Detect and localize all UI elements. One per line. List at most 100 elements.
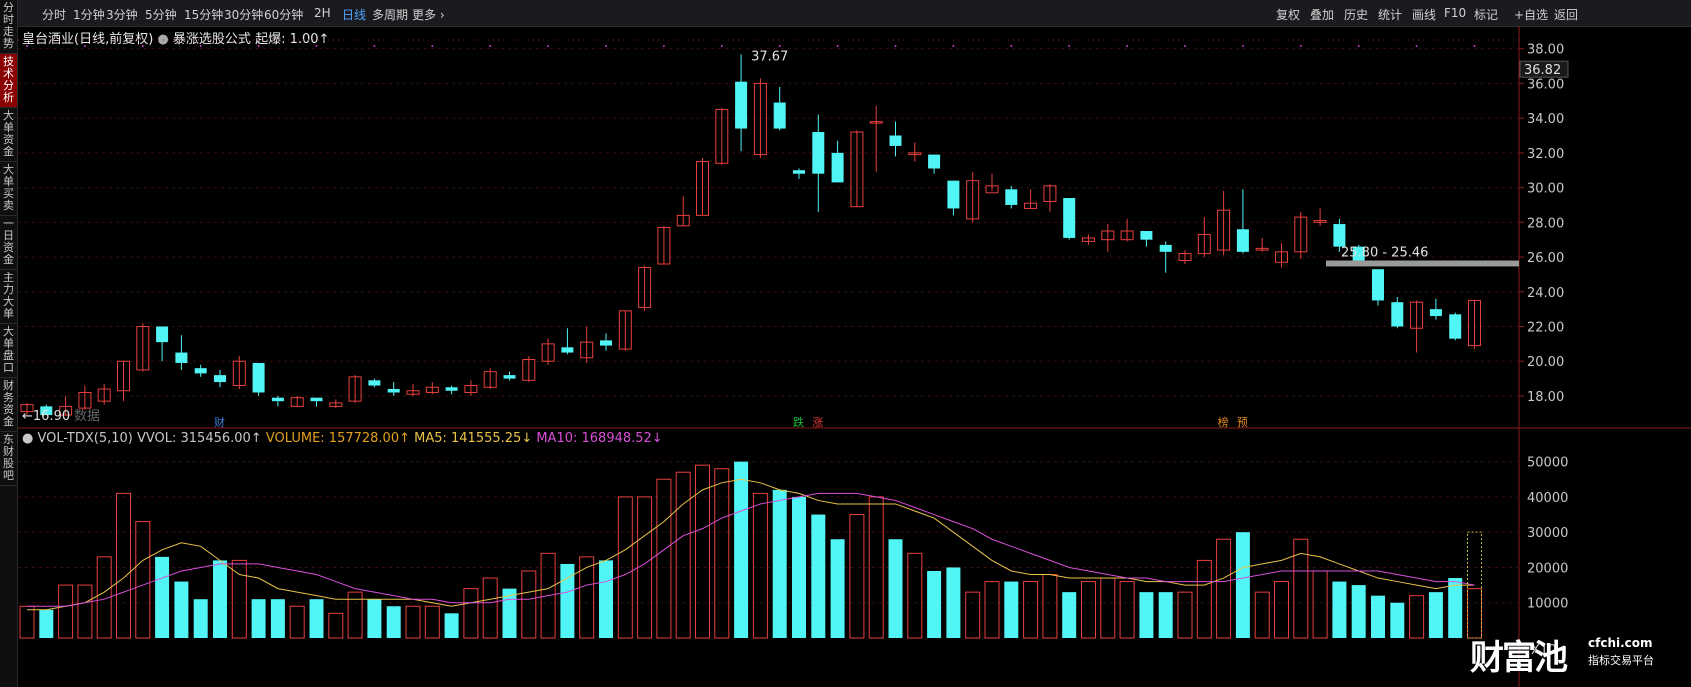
- volume-bar-up: [617, 496, 633, 639]
- period-2[interactable]: 3分钟: [106, 8, 138, 22]
- period-5[interactable]: 30分钟: [224, 8, 264, 22]
- signal-dot: [1010, 45, 1013, 47]
- tool-2[interactable]: 历史: [1344, 8, 1369, 22]
- candle-body-down: [1449, 314, 1462, 339]
- candle-body-down: [793, 170, 805, 174]
- candle-body-down: [812, 132, 825, 174]
- tool-8[interactable]: 返回: [1554, 8, 1579, 22]
- formula-name[interactable]: 暴涨选股公式: [172, 32, 251, 47]
- tool-3[interactable]: 统计: [1378, 8, 1403, 22]
- candle-body-down: [773, 102, 786, 129]
- side-tab-7[interactable]: 财务资金: [0, 378, 17, 432]
- side-tab-5[interactable]: 主力大单: [0, 270, 17, 324]
- side-tab-6[interactable]: 大单盘口: [0, 324, 17, 378]
- tool-7[interactable]: +自选: [1514, 8, 1549, 22]
- side-tab-4[interactable]: 一日资金: [0, 216, 17, 270]
- period-6[interactable]: 60分钟: [264, 8, 304, 22]
- candle-body-up: [20, 404, 34, 413]
- kline-chart[interactable]: 38.00 36.00 34.00 32.00 30.00 28.00 26.00 24.00…: [18, 26, 1691, 687]
- period-7[interactable]: 2H: [314, 6, 331, 20]
- period-8[interactable]: 日线: [342, 8, 367, 22]
- signal-dot: [1126, 45, 1129, 47]
- volume-bar-down: [1235, 532, 1250, 638]
- tool-1[interactable]: 叠加: [1310, 8, 1335, 22]
- candle-body-up: [657, 227, 671, 265]
- side-tab-1[interactable]: 技术分析: [0, 54, 17, 108]
- candle-body-up: [232, 360, 246, 387]
- volume-bar-up: [656, 478, 672, 639]
- event-marker: 财: [214, 415, 225, 429]
- volume-bar-down: [386, 606, 401, 638]
- candle-body-up: [1043, 185, 1057, 202]
- ma10-line: [27, 492, 1475, 607]
- signal-dot: [1299, 45, 1302, 47]
- price-tick-label: 28.00: [1527, 216, 1564, 231]
- volume-bar-down: [193, 599, 208, 638]
- signal-dot: [315, 45, 318, 47]
- watermark: 财富池 cfchi.com 指标交易平台: [1470, 630, 1670, 680]
- side-tab-2[interactable]: 大单资金: [0, 108, 17, 162]
- tool-4[interactable]: 画线: [1412, 8, 1437, 22]
- volume-bar-up: [1467, 588, 1482, 639]
- volume-legend-item-0: ● VOL-TDX(5,10): [22, 431, 137, 446]
- tool-5[interactable]: F10: [1444, 6, 1467, 20]
- period-10[interactable]: 更多 ›: [412, 8, 445, 22]
- candle-body-down: [503, 375, 516, 379]
- volume-bar-up: [405, 605, 421, 639]
- candle-body-down: [1372, 269, 1384, 301]
- volume-bar-down: [1371, 595, 1385, 638]
- period-0[interactable]: 分时: [42, 8, 67, 22]
- candle-body-up: [985, 185, 999, 194]
- volume-bar-up: [1216, 538, 1232, 639]
- volume-bar-down: [213, 560, 227, 638]
- candle-body-down: [1063, 198, 1076, 238]
- candle-body-up: [78, 391, 92, 409]
- high-annotation: 37.67: [751, 49, 788, 64]
- volume-bar-down: [155, 556, 170, 638]
- candle-body-down: [1140, 231, 1153, 240]
- event-marker: 跌: [793, 415, 804, 429]
- signal-dot: [26, 45, 28, 47]
- volume-bar-up: [675, 471, 691, 639]
- volume-bar-down: [792, 496, 806, 638]
- event-marker: 预: [1237, 416, 1248, 429]
- volume-bar-up: [482, 577, 498, 639]
- period-9[interactable]: 多周期: [372, 8, 409, 22]
- price-tick-label: 24.00: [1527, 286, 1564, 301]
- price-tick-label: 30.00: [1527, 182, 1564, 197]
- volume-bar-up: [1081, 581, 1096, 639]
- side-tab-0[interactable]: 分时走势: [0, 0, 17, 54]
- period-3[interactable]: 5分钟: [145, 8, 177, 22]
- volume-bar-up: [1100, 577, 1116, 639]
- signal-dot: [373, 45, 376, 47]
- volume-tick-label: 40000: [1527, 491, 1568, 506]
- candle-body-down: [947, 180, 960, 209]
- volume-bar-down: [270, 599, 285, 638]
- volume-bar-up: [231, 559, 247, 639]
- candle-body-down: [561, 347, 574, 353]
- period-1[interactable]: 1分钟: [73, 8, 105, 22]
- candle-body-down: [156, 326, 169, 343]
- volume-bar-up: [116, 492, 131, 639]
- volume-bar-down: [734, 461, 749, 638]
- signal-dot: [1473, 45, 1476, 47]
- volume-bar-up: [1254, 591, 1270, 639]
- period-4[interactable]: 15分钟: [184, 8, 224, 22]
- signal-dot: [141, 45, 144, 47]
- tool-6[interactable]: 标记: [1474, 8, 1499, 22]
- signal-dot: [1415, 45, 1418, 47]
- candle-body-up: [117, 360, 130, 392]
- volume-bar-down: [1448, 578, 1463, 638]
- candle-body-down: [889, 135, 902, 146]
- signal-dot: [952, 45, 955, 47]
- volume-bar-down: [502, 588, 517, 638]
- volume-bar-up: [540, 552, 556, 639]
- volume-bar-down: [444, 613, 459, 638]
- volume-bar-up: [695, 464, 710, 639]
- watermark-brand: 财富池: [1470, 638, 1568, 678]
- side-tab-3[interactable]: 大单买卖: [0, 162, 17, 216]
- tool-0[interactable]: 复权: [1276, 8, 1301, 22]
- candle-body-up: [966, 180, 980, 220]
- side-tab-8[interactable]: 东财股吧: [0, 432, 17, 486]
- volume-legend-item-2: VOLUME: 157728.00↑: [266, 431, 414, 446]
